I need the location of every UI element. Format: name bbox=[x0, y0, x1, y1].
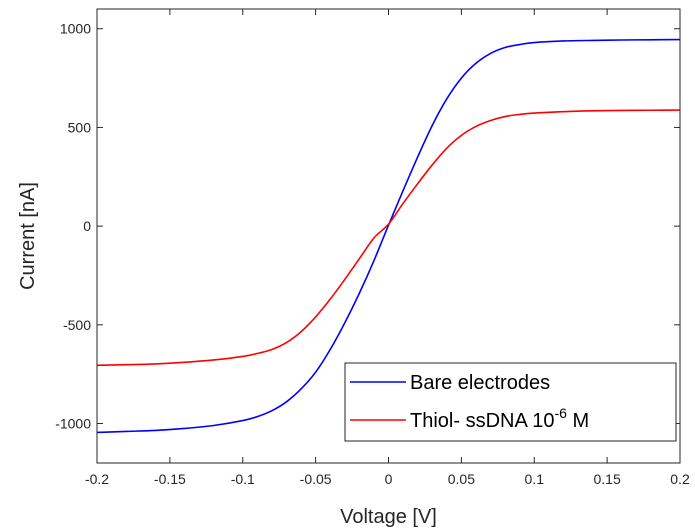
series-layer bbox=[96, 38, 681, 434]
x-tick-label-8: 0.2 bbox=[670, 471, 690, 487]
legend-label-thiol-main: Thiol- ssDNA 10 bbox=[410, 410, 555, 432]
x-axis-label: Voltage [V] bbox=[340, 506, 437, 528]
x-tick-labels: -0.2 -0.15 -0.1 -0.05 0 0.05 0.1 0.15 0.2 bbox=[85, 471, 690, 487]
legend: Bare electrodes Thiol- ssDNA 10-6 M bbox=[344, 362, 677, 442]
x-tick-label-0: -0.2 bbox=[85, 471, 109, 487]
y-axis-label: Current [nA] bbox=[17, 182, 39, 290]
x-tick-label-6: 0.1 bbox=[525, 471, 545, 487]
legend-label-thiol-sup: -6 bbox=[555, 405, 568, 421]
x-tick-label-5: 0.05 bbox=[448, 471, 475, 487]
x-tick-label-3: -0.05 bbox=[300, 471, 332, 487]
y-tick-label-4: 1000 bbox=[60, 21, 91, 37]
legend-box bbox=[344, 362, 677, 442]
legend-label-bare: Bare electrodes bbox=[410, 372, 550, 394]
legend-label-thiol-tail: M bbox=[567, 410, 589, 432]
x-tick-label-4: 0 bbox=[385, 471, 393, 487]
y-tick-label-0: -1000 bbox=[55, 416, 91, 432]
x-tick-label-2: -0.1 bbox=[231, 471, 255, 487]
series-line-thiol-ssdna bbox=[96, 109, 681, 367]
x-tick-label-1: -0.15 bbox=[154, 471, 186, 487]
y-tick-label-2: 0 bbox=[83, 218, 91, 234]
x-tick-label-7: 0.15 bbox=[594, 471, 621, 487]
y-tick-labels: -1000 -500 0 500 1000 bbox=[55, 21, 91, 432]
y-tick-label-1: -500 bbox=[63, 317, 91, 333]
legend-label-thiol: Thiol- ssDNA 10-6 M bbox=[410, 405, 589, 432]
tick-layer bbox=[96, 9, 681, 463]
y-tick-label-3: 500 bbox=[68, 119, 92, 135]
